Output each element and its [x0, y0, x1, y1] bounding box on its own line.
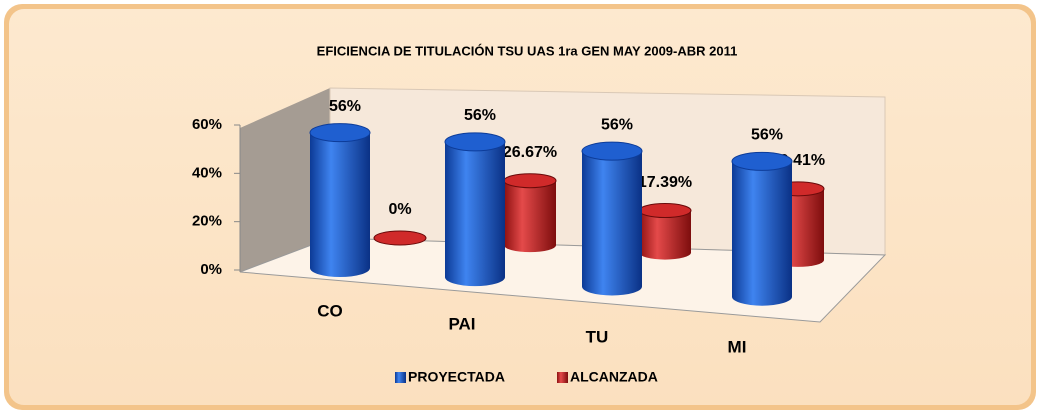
x-tick-label: PAI	[448, 314, 475, 333]
y-tick-label: 0%	[200, 261, 222, 278]
legend-swatch	[395, 372, 406, 383]
value-label: 17.39%	[638, 174, 692, 191]
bar	[582, 151, 642, 287]
value-label: 56%	[751, 127, 783, 144]
bar	[445, 141, 505, 278]
bar-top	[309, 123, 371, 143]
bar	[504, 180, 556, 246]
x-tick-label: TU	[586, 327, 609, 346]
bar-top	[638, 203, 692, 219]
chart-title: EFICIENCIA DE TITULACIÓN TSU UAS 1ra GEN…	[317, 43, 738, 58]
bar	[732, 161, 792, 297]
legend-label: PROYECTADA	[408, 369, 505, 385]
value-label: 56%	[601, 116, 633, 133]
bar-top	[581, 141, 643, 161]
bar-top	[373, 230, 427, 246]
y-tick-label: 60%	[192, 116, 222, 133]
bar-top	[731, 151, 793, 171]
x-tick-label: MI	[728, 337, 747, 356]
x-tick-label: CO	[317, 301, 343, 320]
bar-top	[503, 173, 557, 189]
side-wall	[240, 88, 330, 272]
legend-swatch	[557, 372, 568, 383]
legend-label: ALCANZADA	[570, 369, 658, 385]
floor	[239, 237, 887, 323]
y-tick-label: 40%	[192, 164, 222, 181]
value-label: 0%	[388, 201, 411, 218]
value-label: 56%	[329, 98, 361, 115]
bar-top	[444, 132, 506, 152]
value-label: 56%	[464, 107, 496, 124]
bar	[310, 132, 370, 268]
value-label: 26.67%	[503, 144, 557, 161]
y-tick-label: 20%	[192, 213, 222, 230]
